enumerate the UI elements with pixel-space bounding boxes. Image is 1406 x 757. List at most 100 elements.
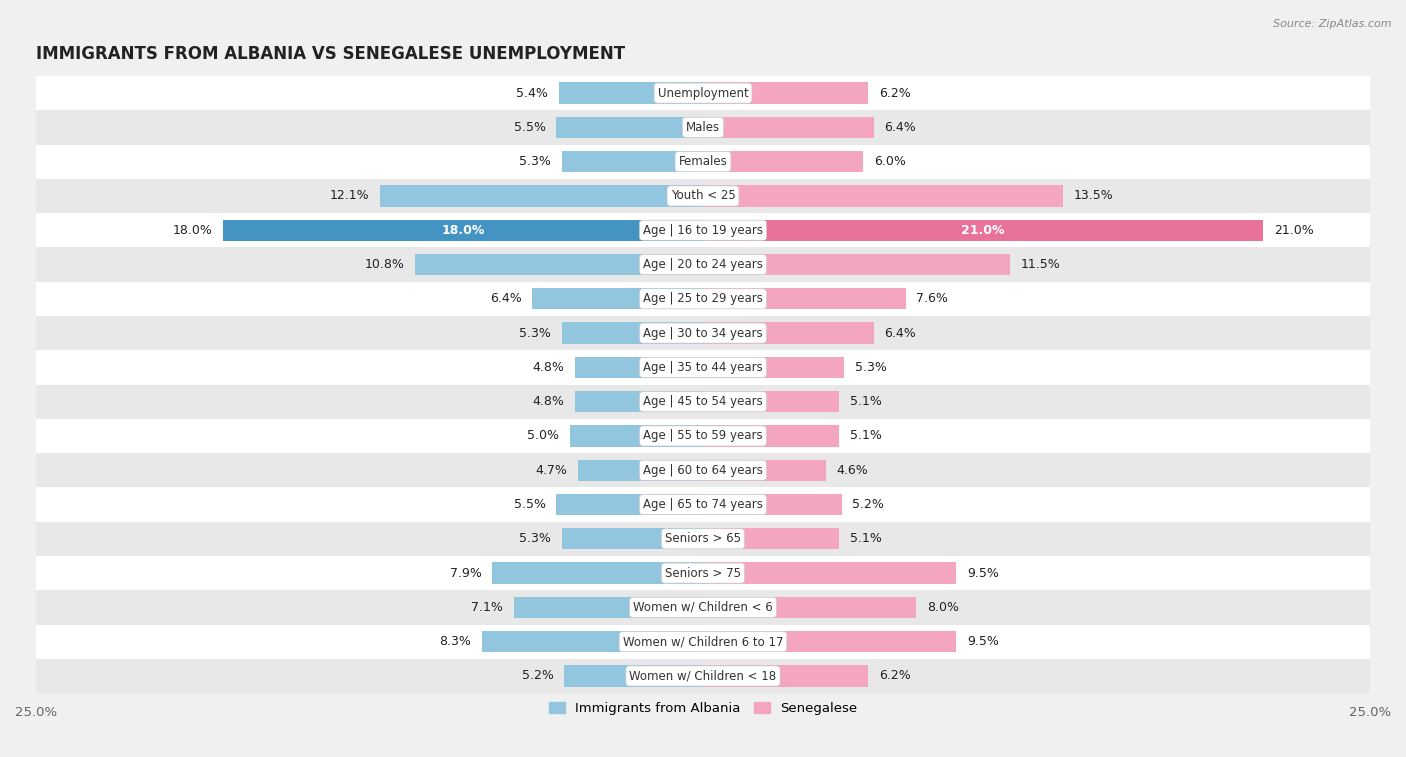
Bar [37,282,1369,316]
Bar [37,179,1369,213]
Text: 18.0%: 18.0% [173,224,212,237]
Text: 7.9%: 7.9% [450,566,482,580]
Text: 5.1%: 5.1% [849,429,882,442]
Bar [703,562,956,584]
Text: 5.4%: 5.4% [516,86,548,100]
Text: 7.1%: 7.1% [471,601,503,614]
Text: 6.4%: 6.4% [884,326,917,340]
Bar [703,185,1063,207]
Bar [37,213,1369,248]
Bar [37,453,1369,488]
Bar [37,316,1369,350]
Bar [513,597,703,618]
Text: Youth < 25: Youth < 25 [671,189,735,202]
Text: Age | 55 to 59 years: Age | 55 to 59 years [643,429,763,442]
Bar [37,625,1369,659]
Text: Females: Females [679,155,727,168]
Text: 4.8%: 4.8% [533,361,564,374]
Bar [561,322,703,344]
Bar [564,665,703,687]
Text: Age | 35 to 44 years: Age | 35 to 44 years [643,361,763,374]
Text: Seniors > 75: Seniors > 75 [665,566,741,580]
Text: 21.0%: 21.0% [962,224,1005,237]
Bar [569,425,703,447]
Text: Women w/ Children < 18: Women w/ Children < 18 [630,669,776,683]
Text: 5.2%: 5.2% [852,498,884,511]
Text: 7.6%: 7.6% [917,292,948,305]
Bar [37,385,1369,419]
Bar [703,254,1010,275]
Bar [533,288,703,310]
Bar [37,145,1369,179]
Text: Age | 20 to 24 years: Age | 20 to 24 years [643,258,763,271]
Bar [703,83,869,104]
Text: Age | 25 to 29 years: Age | 25 to 29 years [643,292,763,305]
Text: 5.1%: 5.1% [849,395,882,408]
Bar [37,248,1369,282]
Text: 9.5%: 9.5% [967,566,1000,580]
Bar [37,488,1369,522]
Text: 5.5%: 5.5% [513,121,546,134]
Text: 8.3%: 8.3% [439,635,471,648]
Text: 5.3%: 5.3% [855,361,887,374]
Bar [37,556,1369,590]
Bar [703,391,839,413]
Text: 8.0%: 8.0% [927,601,959,614]
Text: Age | 65 to 74 years: Age | 65 to 74 years [643,498,763,511]
Text: Age | 16 to 19 years: Age | 16 to 19 years [643,224,763,237]
Text: 5.3%: 5.3% [519,155,551,168]
Text: 4.7%: 4.7% [536,464,567,477]
Text: Age | 60 to 64 years: Age | 60 to 64 years [643,464,763,477]
Text: 6.2%: 6.2% [879,669,911,683]
Text: 6.4%: 6.4% [489,292,522,305]
Bar [37,590,1369,625]
Bar [575,357,703,378]
Text: Seniors > 65: Seniors > 65 [665,532,741,545]
Text: 5.0%: 5.0% [527,429,560,442]
Text: 5.3%: 5.3% [519,532,551,545]
Text: 13.5%: 13.5% [1074,189,1114,202]
Text: IMMIGRANTS FROM ALBANIA VS SENEGALESE UNEMPLOYMENT: IMMIGRANTS FROM ALBANIA VS SENEGALESE UN… [37,45,626,64]
Bar [561,151,703,173]
Text: Women w/ Children 6 to 17: Women w/ Children 6 to 17 [623,635,783,648]
Bar [703,220,1263,241]
Bar [557,494,703,516]
Bar [703,322,873,344]
Bar [703,665,869,687]
Bar [703,494,842,516]
Text: Age | 45 to 54 years: Age | 45 to 54 years [643,395,763,408]
Bar [703,425,839,447]
Bar [37,76,1369,111]
Bar [560,83,703,104]
Bar [578,459,703,481]
Text: Women w/ Children < 6: Women w/ Children < 6 [633,601,773,614]
Bar [482,631,703,653]
Bar [37,111,1369,145]
Text: 12.1%: 12.1% [330,189,370,202]
Bar [703,151,863,173]
Bar [703,459,825,481]
Bar [37,659,1369,693]
Text: 4.8%: 4.8% [533,395,564,408]
Text: Males: Males [686,121,720,134]
Text: 6.2%: 6.2% [879,86,911,100]
Bar [37,419,1369,453]
Text: 5.2%: 5.2% [522,669,554,683]
Bar [575,391,703,413]
Text: Unemployment: Unemployment [658,86,748,100]
Bar [380,185,703,207]
Legend: Immigrants from Albania, Senegalese: Immigrants from Albania, Senegalese [544,697,862,721]
Bar [415,254,703,275]
Text: Age | 30 to 34 years: Age | 30 to 34 years [643,326,763,340]
Text: 6.4%: 6.4% [884,121,917,134]
Bar [703,288,905,310]
Text: 4.6%: 4.6% [837,464,868,477]
Text: 5.3%: 5.3% [519,326,551,340]
Text: 21.0%: 21.0% [1274,224,1313,237]
Text: 5.1%: 5.1% [849,532,882,545]
Text: 10.8%: 10.8% [364,258,404,271]
Bar [37,350,1369,385]
Text: Source: ZipAtlas.com: Source: ZipAtlas.com [1274,19,1392,29]
Bar [703,597,917,618]
Text: 9.5%: 9.5% [967,635,1000,648]
